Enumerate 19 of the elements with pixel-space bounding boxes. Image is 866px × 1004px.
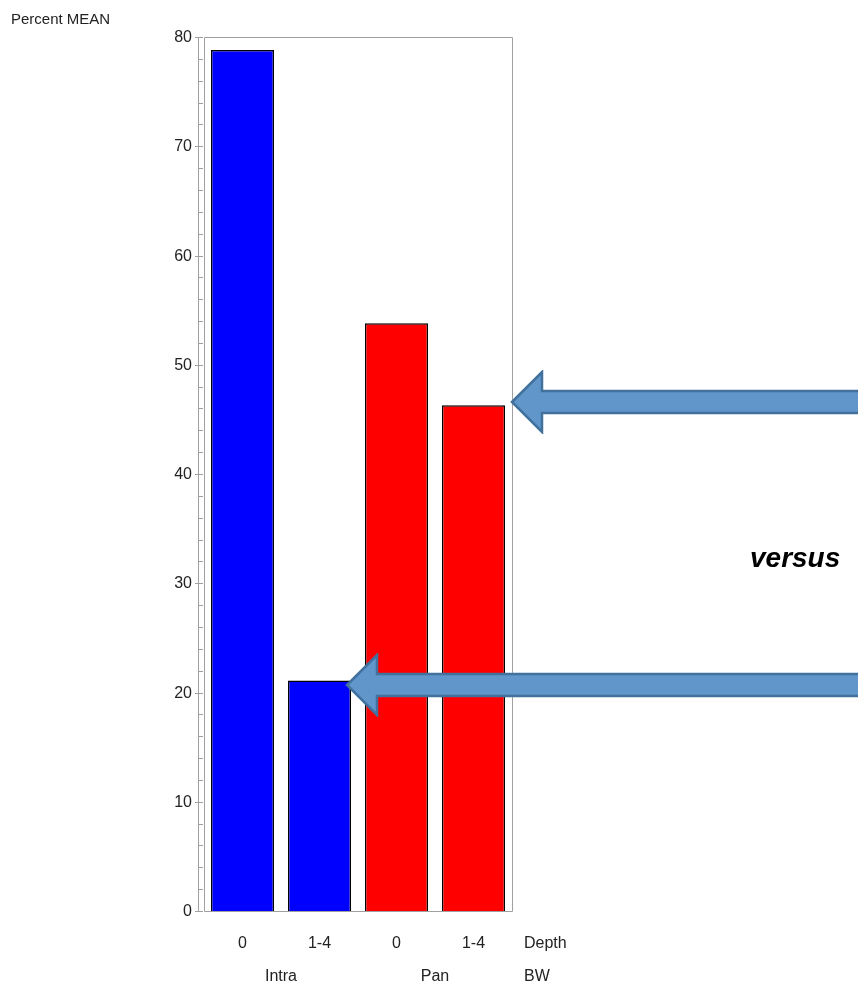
x-axis-title: Depth [524, 934, 567, 952]
text: BW [524, 967, 551, 985]
text: Intra [264, 967, 298, 985]
x-tick-label: 1-4 [307, 934, 332, 952]
y-tick-label: 30 [174, 573, 193, 591]
x-tick-label: 0 [392, 934, 402, 952]
x-tick-label: 0 [238, 934, 248, 952]
y-axis-title: Percent MEAN [11, 10, 111, 27]
y-tick-label: 80 [174, 27, 193, 45]
text: Pan [420, 967, 450, 985]
text: versus [750, 541, 841, 573]
x-tick-label: 1-4 [461, 934, 486, 952]
y-tick-label: 70 [174, 136, 193, 154]
y-tick-label: 10 [174, 792, 193, 810]
y-tick-label: 60 [174, 246, 193, 264]
y-tick-label: 20 [174, 683, 193, 701]
y-tick-label: 40 [174, 464, 193, 482]
y-tick-label: 50 [174, 355, 193, 373]
y-tick-label: 0 [183, 901, 193, 919]
